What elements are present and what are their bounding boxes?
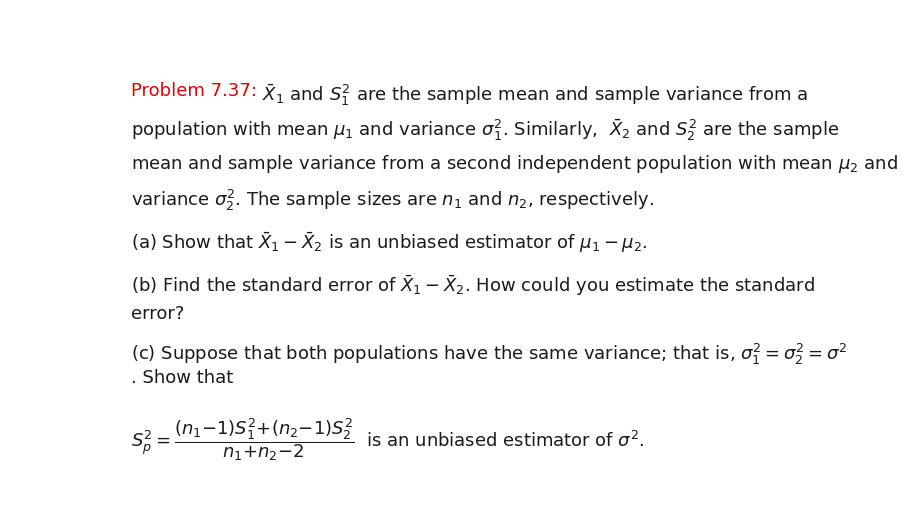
Text: $S^2_p = \dfrac{(n_1{-}1)S^2_1{+}(n_2{-}1)S^2_2}{n_1{+}n_2{-}2}$  is an unbiased: $S^2_p = \dfrac{(n_1{-}1)S^2_1{+}(n_2{-}… xyxy=(130,416,643,463)
Text: (a) Show that $\bar{X}_1 - \bar{X}_2$ is an unbiased estimator of $\mu_1 - \mu_2: (a) Show that $\bar{X}_1 - \bar{X}_2$ is… xyxy=(130,231,647,256)
Text: mean and sample variance from a second independent population with mean $\mu_2$ : mean and sample variance from a second i… xyxy=(130,153,897,174)
Text: variance $\sigma^2_2$. The sample sizes are $n_1$ and $n_2$, respectively.: variance $\sigma^2_2$. The sample sizes … xyxy=(130,188,653,213)
Text: error?: error? xyxy=(130,305,183,323)
Text: $\bar{X}_1$ and $S^2_1$ are the sample mean and sample variance from a: $\bar{X}_1$ and $S^2_1$ are the sample m… xyxy=(262,82,807,108)
Text: . Show that: . Show that xyxy=(130,369,232,387)
Text: (c) Suppose that both populations have the same variance; that is, $\sigma^2_1 =: (c) Suppose that both populations have t… xyxy=(130,342,846,367)
Text: population with mean $\mu_1$ and variance $\sigma^2_1$. Similarly,  $\bar{X}_2$ : population with mean $\mu_1$ and varianc… xyxy=(130,118,838,143)
Text: Problem 7.37:: Problem 7.37: xyxy=(130,82,262,100)
Text: (b) Find the standard error of $\bar{X}_1 - \bar{X}_2$. How could you estimate t: (b) Find the standard error of $\bar{X}_… xyxy=(130,274,814,298)
